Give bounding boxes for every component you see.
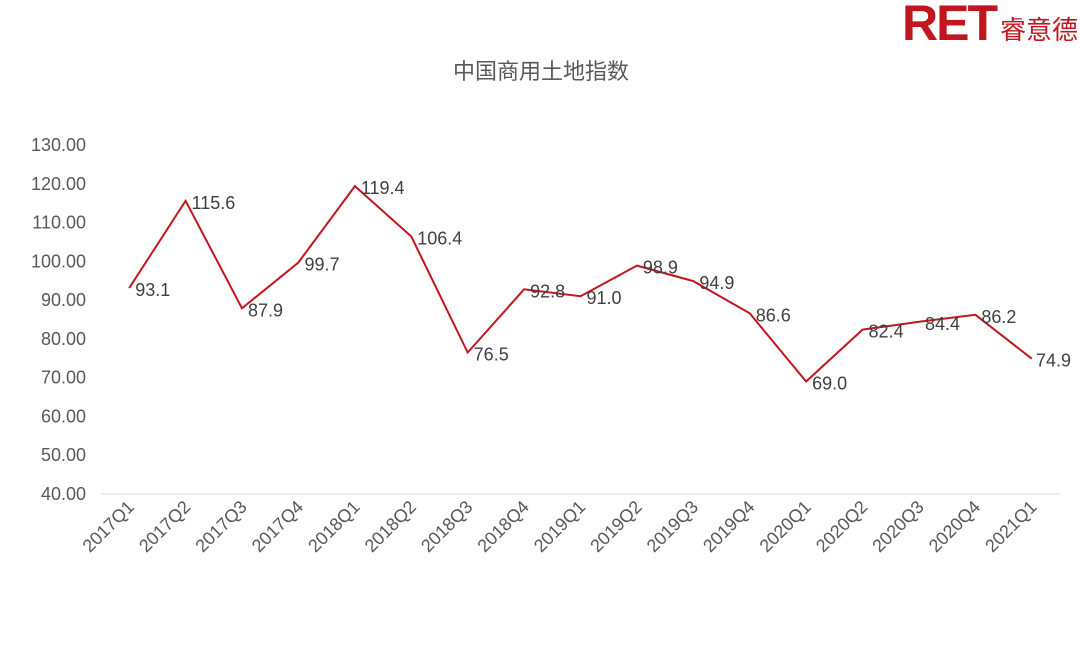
x-tick-label: 2020Q1 bbox=[756, 497, 815, 556]
logo-name: 睿意德 bbox=[999, 16, 1078, 46]
data-label: 84.4 bbox=[925, 314, 960, 334]
x-tick-label: 2017Q4 bbox=[248, 497, 307, 556]
y-tick-label: 40.00 bbox=[41, 484, 86, 504]
y-tick-label: 50.00 bbox=[41, 445, 86, 465]
x-tick-label: 2018Q2 bbox=[361, 497, 420, 556]
y-tick-label: 120.00 bbox=[31, 174, 86, 194]
data-label: 69.0 bbox=[812, 374, 847, 394]
x-tick-label: 2019Q2 bbox=[586, 497, 645, 556]
data-label: 87.9 bbox=[248, 300, 283, 320]
y-tick-label: 110.00 bbox=[32, 213, 86, 233]
data-label: 86.6 bbox=[756, 305, 791, 325]
x-tick-label: 2020Q3 bbox=[868, 497, 927, 556]
data-label: 93.1 bbox=[135, 280, 170, 300]
data-label: 82.4 bbox=[869, 322, 904, 342]
data-label: 91.0 bbox=[587, 288, 622, 308]
x-tick-label: 2018Q3 bbox=[417, 497, 476, 556]
x-tick-label: 2019Q3 bbox=[643, 497, 702, 556]
x-tick-label: 2020Q2 bbox=[812, 497, 871, 556]
series-group bbox=[128, 184, 1033, 383]
brand-logo: RET 睿意德 bbox=[902, 0, 1078, 48]
x-tick-label: 2019Q4 bbox=[699, 497, 758, 556]
data-label: 86.2 bbox=[981, 307, 1016, 327]
x-tick-label: 2019Q1 bbox=[530, 497, 589, 556]
y-tick-label: 70.00 bbox=[41, 368, 86, 388]
data-labels: 93.1 115.6 87.9 99.7 119.4 106.4 76.5 92.8 91.0 9… bbox=[135, 178, 1071, 393]
x-tick-label: 2018Q1 bbox=[304, 497, 363, 556]
data-label: 119.4 bbox=[361, 178, 405, 198]
y-tick-label: 80.00 bbox=[41, 329, 86, 349]
data-label: 99.7 bbox=[304, 254, 339, 274]
x-tick-label: 2017Q1 bbox=[79, 497, 138, 556]
x-tick-label: 2020Q4 bbox=[925, 497, 984, 556]
y-tick-label: 130.00 bbox=[31, 135, 86, 155]
x-tick-label: 2018Q4 bbox=[473, 497, 532, 556]
data-label: 76.5 bbox=[474, 344, 509, 364]
y-tick-label: 90.00 bbox=[41, 290, 86, 310]
data-label: 92.8 bbox=[530, 281, 565, 301]
data-label: 74.9 bbox=[1036, 351, 1071, 371]
y-tick-label: 100.00 bbox=[31, 251, 86, 271]
x-tick-label: 2017Q2 bbox=[135, 497, 194, 556]
x-tick-label: 2021Q1 bbox=[981, 497, 1040, 556]
series-line bbox=[128, 184, 1033, 383]
x-axis: 2017Q12017Q22017Q32017Q42018Q12018Q22018… bbox=[79, 497, 1041, 556]
data-label: 115.6 bbox=[192, 193, 236, 213]
x-tick-label: 2017Q3 bbox=[191, 497, 250, 556]
logo-mark: RET bbox=[901, 0, 998, 51]
chart-title: 中国商用土地指数 bbox=[453, 60, 629, 85]
y-tick-label: 60.00 bbox=[41, 406, 86, 426]
data-label: 106.4 bbox=[417, 229, 462, 249]
data-label: 94.9 bbox=[699, 273, 734, 293]
data-label: 98.9 bbox=[643, 258, 678, 278]
y-axis: 40.00 50.00 60.00 70.00 80.00 90.00 100.00 110.… bbox=[31, 135, 86, 504]
